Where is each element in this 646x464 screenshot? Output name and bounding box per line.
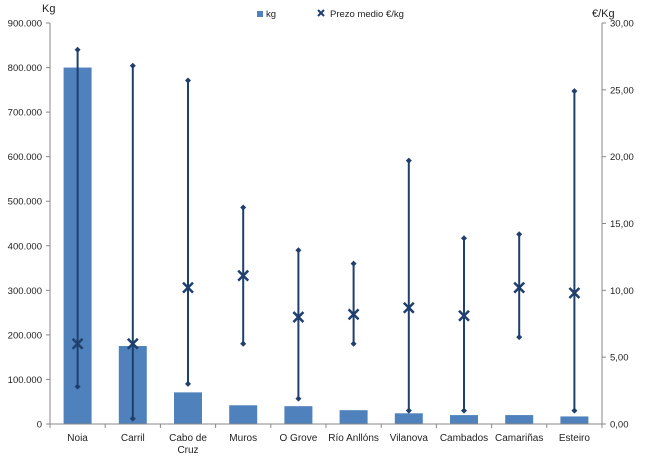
right-tick-label: 0,00 bbox=[610, 420, 629, 431]
price-max-marker bbox=[240, 204, 247, 211]
bar bbox=[450, 415, 478, 424]
left-tick-label: 500.000 bbox=[8, 197, 42, 208]
legend-label-price: Prezo medio €/kg bbox=[330, 9, 404, 20]
right-tick-label: 30,00 bbox=[610, 19, 634, 30]
price-max-marker bbox=[295, 247, 302, 254]
price-average-marker bbox=[71, 337, 84, 350]
bar bbox=[174, 392, 202, 424]
left-axis-unit: Kg bbox=[42, 3, 55, 15]
price-average-marker bbox=[513, 281, 526, 294]
right-tick-label: 10,00 bbox=[610, 286, 634, 297]
price-min-marker bbox=[240, 340, 247, 347]
category-label: Vilanova bbox=[390, 433, 429, 444]
bar bbox=[560, 416, 589, 424]
category-label: Carril bbox=[121, 433, 145, 444]
category-label: Esteiro bbox=[559, 433, 591, 444]
price-min-marker bbox=[129, 415, 136, 422]
price-min-marker bbox=[571, 407, 578, 414]
left-tick-label: 0 bbox=[37, 420, 42, 431]
category-label: Río Anllóns bbox=[328, 433, 379, 444]
category-label: Cabo de bbox=[169, 433, 207, 444]
bar bbox=[394, 413, 423, 424]
price-min-marker bbox=[461, 407, 467, 414]
price-max-marker bbox=[461, 235, 467, 242]
left-tick-label: 900.000 bbox=[8, 19, 42, 30]
right-tick-label: 5,00 bbox=[610, 353, 629, 364]
left-tick-label: 700.000 bbox=[8, 108, 42, 119]
category-label: Cruz bbox=[177, 445, 198, 456]
price-average-marker bbox=[126, 337, 139, 350]
bar bbox=[229, 405, 258, 424]
left-tick-label: 400.000 bbox=[8, 241, 42, 252]
price-average-marker bbox=[182, 281, 194, 294]
left-tick-label: 800.000 bbox=[8, 63, 42, 74]
price-average-marker bbox=[237, 269, 250, 282]
right-tick-label: 20,00 bbox=[610, 152, 634, 163]
category-label: O Grove bbox=[280, 433, 318, 444]
plot-area bbox=[63, 46, 589, 425]
price-average-marker bbox=[568, 287, 581, 299]
legend-swatch-kg bbox=[257, 11, 263, 17]
category-label: Camariñas bbox=[495, 433, 543, 444]
price-max-marker bbox=[405, 157, 412, 164]
right-tick-label: 25,00 bbox=[610, 85, 634, 96]
axes: Kg €/Kg 0 100.000 200.000 300.000 400.000 500… bbox=[8, 3, 634, 456]
price-average-marker bbox=[292, 311, 305, 323]
left-tick-label: 300.000 bbox=[8, 286, 42, 297]
price-min-marker bbox=[405, 407, 412, 414]
price-max-marker bbox=[129, 62, 136, 69]
price-max-marker bbox=[571, 88, 578, 95]
price-max-marker bbox=[74, 46, 81, 53]
price-max-marker bbox=[185, 77, 191, 84]
legend: kg Prezo medio €/kg bbox=[257, 9, 404, 20]
right-tick-label: 15,00 bbox=[610, 219, 634, 230]
price-max-marker bbox=[350, 260, 357, 267]
bar bbox=[339, 410, 368, 424]
left-tick-label: 200.000 bbox=[8, 330, 42, 341]
price-min-marker bbox=[516, 334, 523, 341]
category-label: Noia bbox=[67, 433, 88, 444]
legend-label-kg: kg bbox=[266, 9, 276, 20]
price-average-marker bbox=[347, 308, 360, 321]
price-max-marker bbox=[516, 231, 523, 238]
legend-marker-price bbox=[317, 9, 325, 17]
right-axis-unit: €/Kg bbox=[592, 8, 615, 20]
left-tick-label: 100.000 bbox=[8, 375, 42, 386]
bar bbox=[505, 415, 534, 424]
price-min-marker bbox=[295, 395, 302, 402]
category-label: Cambados bbox=[440, 433, 488, 444]
price-min-marker bbox=[185, 380, 191, 387]
left-tick-label: 600.000 bbox=[8, 152, 42, 163]
category-label: Muros bbox=[229, 433, 257, 444]
bar bbox=[284, 406, 313, 424]
price-min-marker bbox=[350, 340, 357, 347]
price-average-marker bbox=[402, 301, 415, 314]
price-min-marker bbox=[74, 383, 81, 390]
price-average-marker bbox=[458, 309, 470, 322]
